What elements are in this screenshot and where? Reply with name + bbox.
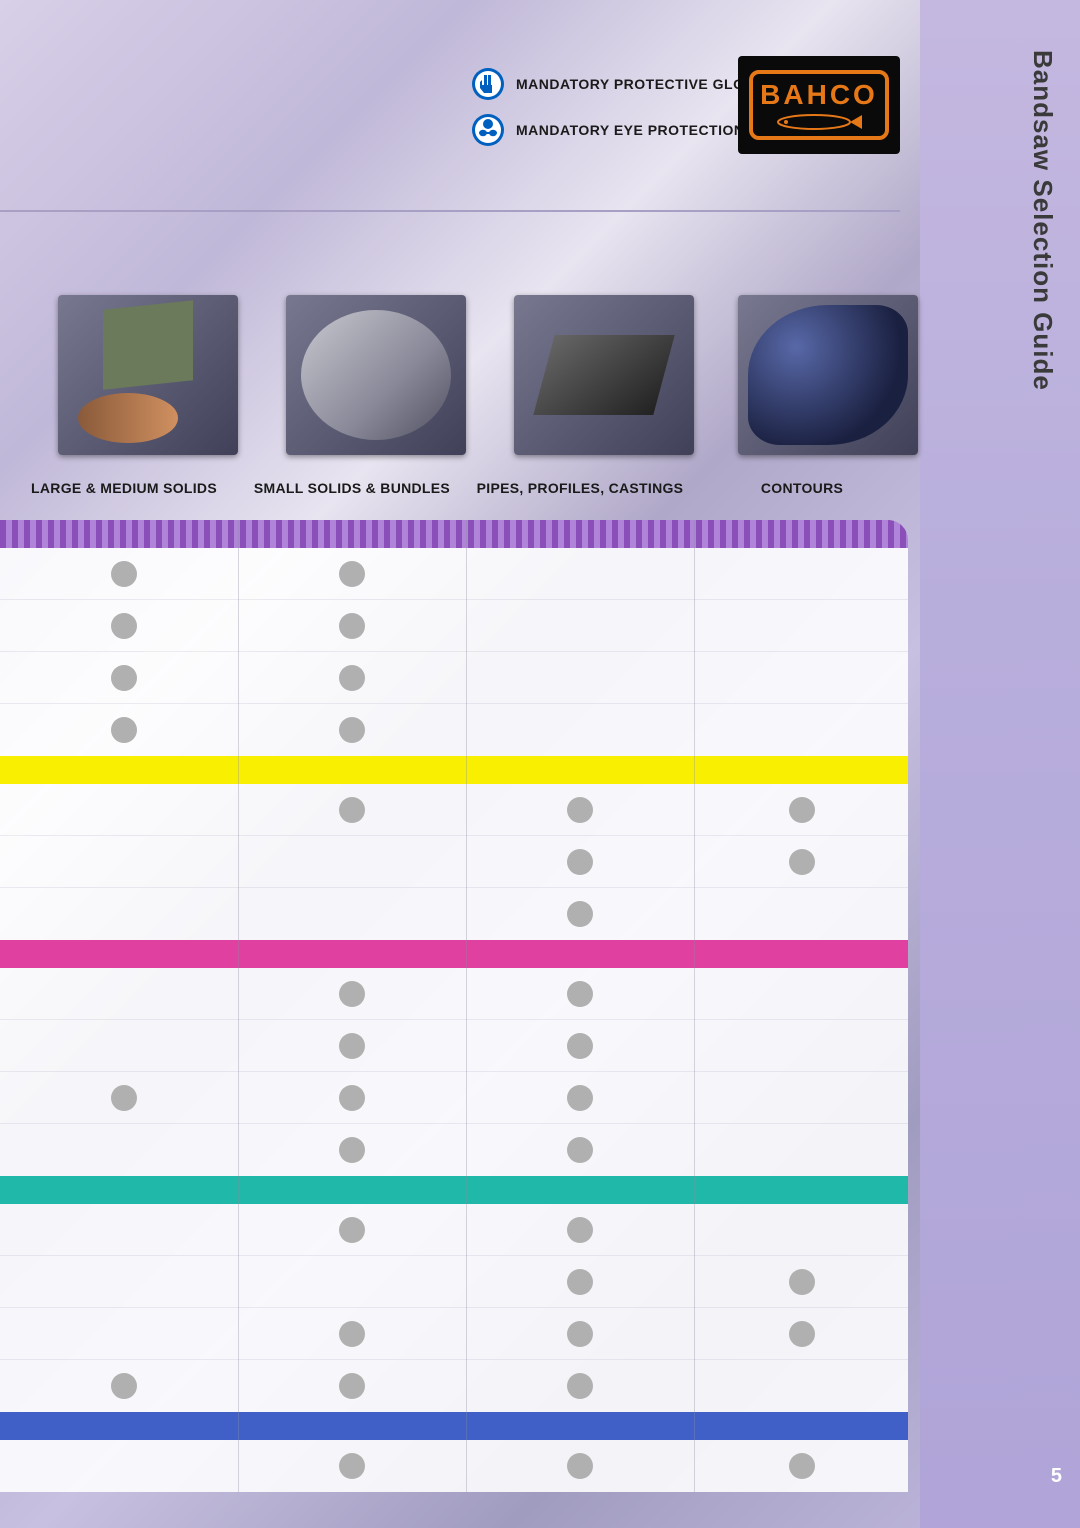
- header-rule: [0, 210, 900, 212]
- table-row: [0, 704, 908, 756]
- availability-dot: [789, 1321, 815, 1347]
- page: Bandsaw Selection Guide 5 MANDATORY PROT…: [0, 0, 1080, 1528]
- thumb-pipes: [514, 295, 694, 455]
- column-header: PIPES, PROFILES, CASTINGS: [475, 480, 685, 496]
- availability-dot: [567, 1269, 593, 1295]
- availability-dot: [567, 1217, 593, 1243]
- column-header: CONTOURS: [697, 480, 907, 496]
- brand-logo: BAHCO: [738, 56, 900, 154]
- availability-dot: [567, 849, 593, 875]
- availability-dot: [339, 665, 365, 691]
- table-row: [0, 1204, 908, 1256]
- availability-dot: [567, 1321, 593, 1347]
- table-row: [0, 1256, 908, 1308]
- availability-dot: [339, 1137, 365, 1163]
- page-number: 5: [1051, 1465, 1062, 1488]
- availability-dot: [567, 981, 593, 1007]
- section-rows: [0, 1204, 908, 1412]
- table-row: [0, 548, 908, 600]
- availability-dot: [111, 665, 137, 691]
- thumb-contours: [738, 295, 918, 455]
- availability-dot: [339, 1033, 365, 1059]
- section-rows: [0, 548, 908, 756]
- table-row: [0, 1360, 908, 1412]
- column-header: LARGE & MEDIUM SOLIDS: [19, 480, 229, 496]
- availability-dot: [567, 797, 593, 823]
- table-row: [0, 1072, 908, 1124]
- goggles-icon: [470, 112, 506, 148]
- fish-icon: [774, 113, 864, 131]
- table-row: [0, 1308, 908, 1360]
- section-rows: [0, 968, 908, 1176]
- availability-dot: [567, 901, 593, 927]
- availability-dot: [339, 1085, 365, 1111]
- availability-dot: [339, 717, 365, 743]
- column-separator: [238, 520, 239, 1492]
- table-row: [0, 968, 908, 1020]
- availability-dot: [789, 797, 815, 823]
- section-bar: [0, 940, 908, 968]
- brand-logo-inner: BAHCO: [749, 70, 889, 140]
- availability-dot: [789, 1269, 815, 1295]
- column-header: SMALL SOLIDS & BUNDLES: [247, 480, 457, 496]
- availability-dot: [339, 797, 365, 823]
- thumb-small-solids: [286, 295, 466, 455]
- table-row: [0, 784, 908, 836]
- table-row: [0, 1020, 908, 1072]
- availability-dot: [111, 561, 137, 587]
- thumbnail-row: [28, 295, 912, 475]
- section-rows: [0, 1440, 908, 1492]
- sidebar-title: Bandsaw Selection Guide: [1027, 50, 1058, 391]
- availability-dot: [789, 849, 815, 875]
- availability-dot: [567, 1137, 593, 1163]
- availability-dot: [339, 981, 365, 1007]
- availability-dot: [111, 717, 137, 743]
- availability-dot: [111, 1373, 137, 1399]
- availability-dot: [567, 1453, 593, 1479]
- table-row: [0, 600, 908, 652]
- availability-dot: [111, 613, 137, 639]
- glove-icon: [470, 66, 506, 102]
- mandatory-gloves: MANDATORY PROTECTIVE GLOVES: [470, 66, 774, 102]
- mandatory-eye-label: MANDATORY EYE PROTECTION: [516, 122, 745, 138]
- brand-name: BAHCO: [760, 79, 878, 111]
- availability-dot: [339, 1373, 365, 1399]
- section-bar: [0, 756, 908, 784]
- availability-dot: [339, 1453, 365, 1479]
- mandatory-eye: MANDATORY EYE PROTECTION: [470, 112, 745, 148]
- availability-dot: [339, 1217, 365, 1243]
- table-row: [0, 652, 908, 704]
- table-row: [0, 1440, 908, 1492]
- column-separator: [466, 520, 467, 1492]
- section-rows: [0, 784, 908, 940]
- sidebar-band: Bandsaw Selection Guide 5: [920, 0, 1080, 1528]
- mandatory-gloves-label: MANDATORY PROTECTIVE GLOVES: [516, 76, 774, 92]
- header: MANDATORY PROTECTIVE GLOVES MANDATORY EY…: [40, 48, 900, 178]
- availability-dot: [567, 1373, 593, 1399]
- selection-table: [0, 520, 908, 1492]
- table-row: [0, 836, 908, 888]
- thumb-large-solids: [58, 295, 238, 455]
- availability-dot: [339, 613, 365, 639]
- availability-dot: [567, 1085, 593, 1111]
- column-separator: [694, 520, 695, 1492]
- availability-dot: [789, 1453, 815, 1479]
- availability-dot: [567, 1033, 593, 1059]
- section-bar: [0, 1176, 908, 1204]
- table-row: [0, 888, 908, 940]
- section-bar: [0, 1412, 908, 1440]
- availability-dot: [111, 1085, 137, 1111]
- availability-dot: [339, 1321, 365, 1347]
- section-bar: [0, 520, 908, 548]
- table-row: [0, 1124, 908, 1176]
- availability-dot: [339, 561, 365, 587]
